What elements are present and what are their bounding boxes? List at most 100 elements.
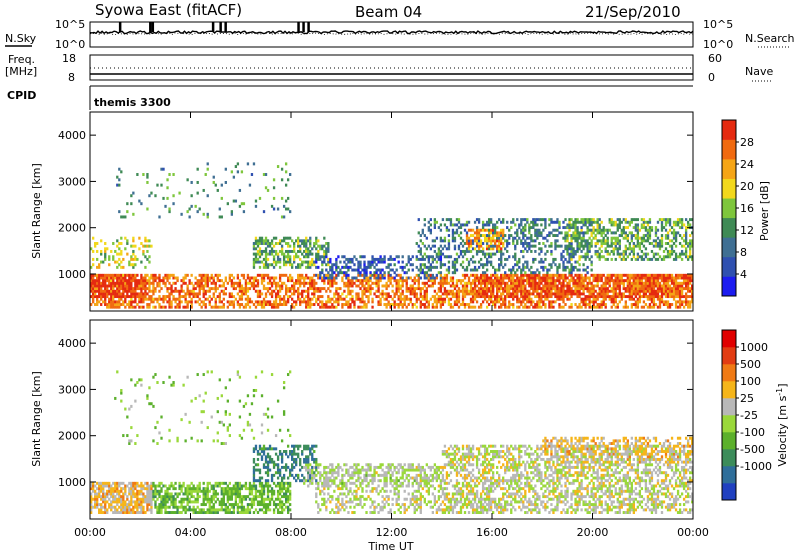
- vel-cell: [170, 511, 173, 514]
- power-cell: [355, 292, 358, 296]
- power-cell: [487, 228, 491, 232]
- power-cell: [288, 273, 292, 277]
- power-cell: [676, 231, 680, 235]
- power-cell: [375, 279, 378, 283]
- power-cell: [355, 257, 358, 261]
- power-cell: [126, 295, 129, 299]
- power-cell: [666, 279, 670, 283]
- power-cell: [588, 244, 591, 248]
- power-cell: [536, 292, 539, 296]
- power-cell: [439, 263, 443, 267]
- power-cell: [626, 273, 629, 277]
- power-cell: [323, 249, 326, 253]
- power-cell: [596, 281, 599, 285]
- vel-cell: [128, 487, 131, 491]
- power-cell: [274, 292, 278, 296]
- power-cell: [496, 284, 499, 288]
- power-cell: [530, 265, 533, 269]
- power-cell: [616, 273, 619, 277]
- power-cell: [672, 287, 676, 291]
- power-cell: [138, 292, 141, 296]
- power-cell: [652, 297, 656, 301]
- power-cell: [301, 300, 304, 304]
- power-cell: [522, 255, 525, 259]
- power-cell: [520, 279, 523, 283]
- power-cell: [351, 297, 354, 301]
- power-cell: [644, 247, 648, 251]
- power-cell: [206, 162, 209, 166]
- power-cell: [134, 300, 137, 304]
- power-cell: [467, 236, 471, 240]
- power-cell: [447, 281, 451, 285]
- power-cell: [194, 204, 197, 208]
- power-cell: [674, 281, 678, 285]
- power-cell: [190, 300, 193, 304]
- power-cell: [268, 281, 272, 285]
- vel-cell: [98, 484, 101, 488]
- power-cell: [481, 295, 485, 299]
- power-cell: [278, 297, 282, 301]
- power-cell: [534, 244, 537, 248]
- power-cell: [216, 287, 219, 291]
- power-cell: [337, 287, 340, 291]
- vel-cell: [154, 426, 157, 430]
- power-cell: [469, 305, 473, 309]
- y-tick-label: 2000: [58, 222, 86, 235]
- power-cell: [244, 305, 248, 309]
- power-cell: [552, 279, 555, 283]
- power-cell: [502, 220, 505, 224]
- power-cell: [208, 295, 211, 299]
- power-cell: [572, 284, 575, 288]
- power-cell: [228, 303, 231, 306]
- power-cell: [670, 247, 674, 251]
- vel-cell: [108, 497, 111, 501]
- power-cell: [439, 249, 443, 253]
- power-cell: [614, 287, 617, 291]
- power-cell: [293, 257, 296, 261]
- power-cell: [586, 281, 589, 285]
- vel-cell: [104, 505, 107, 509]
- power-cell: [500, 295, 503, 299]
- power-cell: [554, 295, 557, 299]
- power-cell: [106, 276, 109, 280]
- power-cell: [347, 273, 350, 277]
- power-cell: [668, 292, 672, 296]
- vel-cell: [150, 505, 153, 509]
- power-cell: [690, 276, 694, 280]
- vel-cell: [144, 481, 147, 485]
- power-cell: [590, 231, 593, 235]
- power-cell: [584, 279, 587, 283]
- power-cell: [670, 289, 674, 293]
- vel-cell: [172, 511, 175, 514]
- power-cell: [405, 276, 408, 280]
- power-cell: [666, 249, 670, 253]
- power-cell: [194, 295, 197, 299]
- vel-cell: [150, 500, 153, 504]
- power-cell: [327, 263, 330, 267]
- power-cell: [100, 281, 103, 285]
- power-cell: [518, 284, 521, 288]
- vel-cell: [162, 503, 165, 507]
- power-cell: [616, 247, 619, 251]
- power-cell: [361, 292, 364, 296]
- power-cell: [190, 289, 193, 293]
- power-cell: [604, 292, 607, 296]
- power-cell: [455, 228, 459, 232]
- power-cell: [130, 194, 133, 198]
- power-cell: [572, 223, 575, 227]
- power-cell: [604, 295, 607, 299]
- vel-cell: [102, 495, 105, 499]
- power-cell: [656, 273, 660, 277]
- power-cell: [427, 255, 430, 259]
- vel-cell: [160, 511, 163, 514]
- power-cell: [546, 295, 549, 299]
- power-cell: [329, 257, 332, 261]
- power-cell: [286, 249, 290, 253]
- power-cell: [630, 292, 633, 296]
- vel-cell: [114, 511, 117, 514]
- power-cell: [184, 276, 187, 280]
- vel-cell: [102, 497, 105, 501]
- power-cell: [431, 273, 435, 277]
- power-cell: [136, 295, 139, 299]
- power-x-ticks: [89, 112, 694, 311]
